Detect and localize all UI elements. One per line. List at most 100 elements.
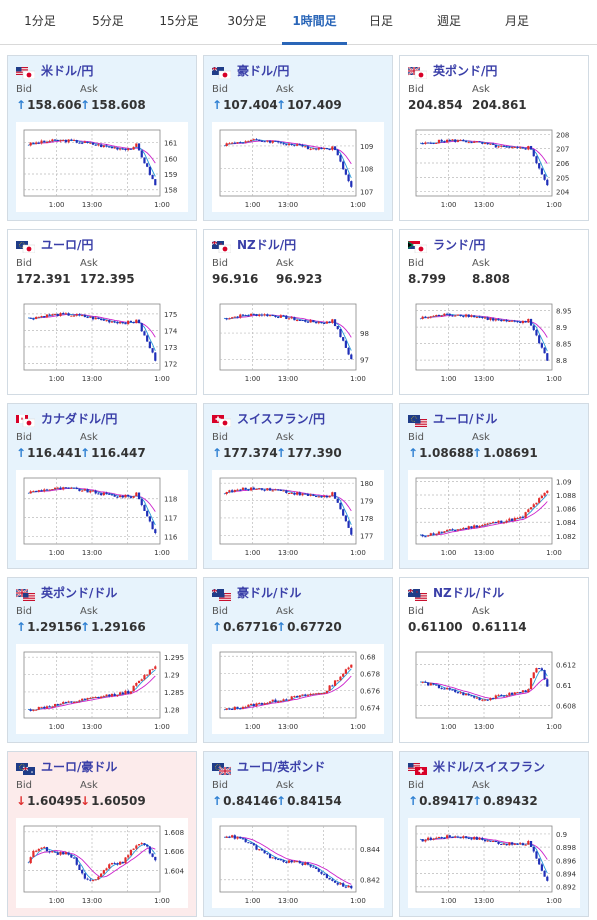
pair-name[interactable]: ユーロ/ドル [433,411,498,426]
tab-5min[interactable]: 5分足 [92,14,124,28]
candlestick-chart[interactable]: 1.295 1.29 1.285 1.28 1:00 13:00 1:00 [16,644,188,734]
tab-15min[interactable]: 15分足 [159,14,199,28]
candle-body [301,320,304,322]
rate-card[interactable]: NZドル/円 Bid Ask 96.916 96.923 98 97 1:00 13:00 1:0… [203,229,393,395]
candle-body [29,709,32,711]
candlestick-chart[interactable]: 180 179 178 177 1:00 13:00 1:00 [212,470,384,560]
candle-body [304,493,307,495]
rate-card[interactable]: 米ドル/円 Bid Ask ↑158.606 ↑158.608 161 160 159 158 1… [7,55,197,221]
pair-name[interactable]: ユーロ/円 [41,237,94,252]
pair-name[interactable]: ユーロ/英ポンド [237,759,326,774]
candlestick-chart[interactable]: 208 207 206 205 204 1:00 13:00 1:00 [408,122,580,212]
candle-body [78,700,81,702]
candlestick-chart[interactable]: 118 117 116 1:00 13:00 1:00 [16,470,188,560]
candlestick-chart[interactable]: 109 108 107 1:00 13:00 1:00 [212,122,384,212]
tab-monthly[interactable]: 月足 [504,14,529,28]
candle-body [53,139,57,141]
candle-body [298,861,301,864]
pair-name[interactable]: NZドル/ドル [433,585,505,600]
candle-body [56,703,59,705]
rate-card[interactable]: 豪ドル/円 Bid Ask ↑107.404 ↑107.409 109 108 107 1:00… [203,55,393,221]
candle-body [282,860,285,862]
candle-body [53,703,57,707]
rate-card[interactable]: カナダドル/円 Bid Ask ↑116.441 ↑116.447 118 117 116 1:… [7,403,197,569]
rate-card[interactable]: ユーロ/豪ドル Bid Ask ↓1.60495 ↓1.60509 1.608 1.606 1… [7,751,197,917]
pair-header[interactable]: 米ドル/円 [16,62,94,80]
pair-header[interactable]: 英ポンド/円 [407,62,498,80]
rate-card[interactable]: ユーロ/ドル Bid Ask ↑1.08688 ↑1.08691 1.09 1.088 1.0… [399,403,589,569]
pair-header[interactable]: 豪ドル/ドル [211,584,302,601]
candlestick-chart[interactable]: 1.09 1.088 1.086 1.084 1.082 1:00 13:00 1:00 [408,470,580,560]
pair-header[interactable]: スイスフラン/円 [212,410,326,428]
pair-name[interactable]: スイスフラン/円 [237,411,326,426]
candle-body [344,169,347,175]
candle-body [146,844,149,847]
pair-header[interactable]: ユーロ/円 [16,236,94,254]
candle-body [529,318,533,326]
candlestick-chart[interactable]: 8.95 8.9 8.85 8.8 1:00 13:00 1:00 [408,296,580,386]
candle-body [271,699,274,702]
candle-body [48,314,51,316]
candle-body [228,143,231,145]
pair-name[interactable]: カナダドル/円 [41,411,118,426]
candle-body [83,873,86,879]
y-tick-label: 179 [360,498,373,506]
pair-header[interactable]: NZドル/円 [211,236,297,254]
candle-body [510,842,514,845]
tab-daily[interactable]: 日足 [368,14,393,28]
pair-name[interactable]: 豪ドル/円 [237,63,290,78]
bid-label: Bid [16,258,32,269]
candlestick-chart[interactable]: 98 97 1:00 13:00 1:00 [212,296,384,386]
candle-body [48,706,51,708]
candle-body [148,669,151,675]
pair-header[interactable]: カナダドル/円 [16,410,118,428]
candle-body [339,155,342,162]
tab-weekly[interactable]: 週足 [436,14,461,28]
rate-card[interactable]: ランド/円 Bid Ask 8.799 8.808 8.95 8.9 8.85 8.8 1:00 1… [399,229,589,395]
candlestick-chart[interactable]: 0.844 0.842 1:00 13:00 1:00 [212,818,384,908]
pair-header[interactable]: NZドル/ドル [407,584,505,601]
y-tick-label: 207 [556,146,569,154]
y-tick-label: 1.285 [164,689,184,697]
candlestick-chart[interactable]: 0.68 0.678 0.676 0.674 1:00 13:00 1:00 [212,644,384,734]
pair-name[interactable]: NZドル/円 [237,237,297,252]
tab-30min[interactable]: 30分足 [227,14,267,28]
pair-header[interactable]: 米ドル/スイスフラン [408,758,546,775]
rate-card[interactable]: 米ドル/スイスフラン Bid Ask ↑0.89417 ↑0.89432 0.9 0.898… [399,751,589,917]
candle-body [513,843,516,845]
candle-body [440,531,443,533]
rate-card[interactable]: ユーロ/英ポンド Bid Ask ↑0.84146 ↑0.84154 0.844 0.842… [203,751,393,917]
candle-body [102,492,105,496]
pair-name[interactable]: ランド/円 [433,237,486,252]
pair-name[interactable]: 米ドル/円 [41,63,94,78]
pair-header[interactable]: 英ポンド/ドル [15,584,118,601]
candlestick-chart[interactable]: 161 160 159 158 1:00 13:00 1:00 [16,122,188,212]
pair-header[interactable]: ユーロ/英ポンド [212,758,326,776]
candlestick-chart[interactable]: 1.608 1.606 1.604 1:00 13:00 1:00 [16,818,188,908]
candle-body [342,337,345,341]
pair-name[interactable]: 英ポンド/ドル [41,585,118,600]
tab-1hour[interactable]: 1時間足 [282,0,347,45]
candlestick-chart[interactable]: 175 174 173 172 1:00 13:00 1:00 [16,296,188,386]
pair-name[interactable]: 米ドル/スイスフラン [433,759,546,774]
rate-card[interactable]: 英ポンド/円 Bid Ask 204.854 204.861 208 207 206 205 20… [399,55,589,221]
rate-card[interactable]: 英ポンド/ドル Bid Ask ↑1.29156 ↑1.29166 1.295 1.29 1.… [7,577,197,743]
candle-body [293,144,296,146]
pair-header[interactable]: ランド/円 [408,236,486,254]
rate-card[interactable]: ユーロ/円 Bid Ask 172.391 172.395 175 174 173 172 1:0… [7,229,197,395]
pair-name[interactable]: 英ポンド/円 [433,63,498,78]
rate-card[interactable]: スイスフラン/円 Bid Ask ↑177.374 ↑177.390 180 179 178 1… [203,403,393,569]
candlestick-chart[interactable]: 0.9 0.898 0.896 0.894 0.892 1:00 13:00 1:00 [408,818,580,908]
pair-header[interactable]: ユーロ/豪ドル [16,758,118,775]
rate-card[interactable]: NZドル/ドル Bid Ask 0.61100 0.61114 0.612 0.61 0.60… [399,577,589,743]
pair-name[interactable]: ユーロ/豪ドル [41,759,118,774]
candle-body [473,315,476,318]
candlestick-chart[interactable]: 0.612 0.61 0.608 1:00 13:00 1:00 [408,644,580,734]
rate-card[interactable]: 豪ドル/ドル Bid Ask ↑0.67716 ↑0.67720 0.68 0.678 0.6… [203,577,393,743]
tab-1min[interactable]: 1分足 [24,14,56,28]
pair-header[interactable]: 豪ドル/円 [211,62,290,80]
pair-name[interactable]: 豪ドル/ドル [237,585,302,600]
candle-body [37,490,40,492]
pair-header[interactable]: ユーロ/ドル [408,410,498,427]
candle-body [81,698,84,701]
